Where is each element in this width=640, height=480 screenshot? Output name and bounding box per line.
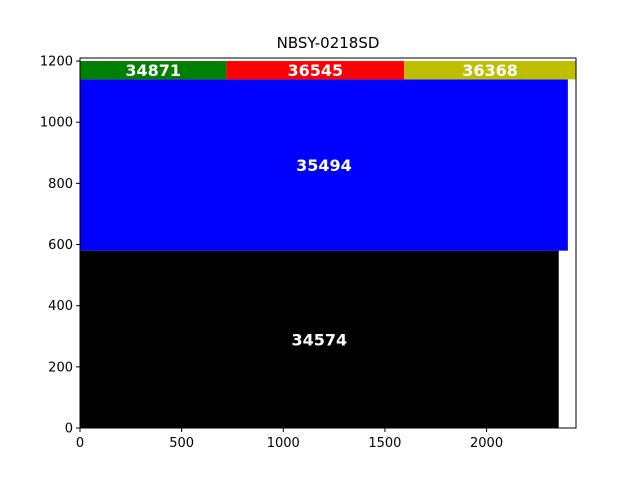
tile-label-36545: 36545 bbox=[287, 61, 343, 80]
tile-label-36368: 36368 bbox=[462, 61, 518, 80]
plot-frame bbox=[79, 57, 577, 429]
y-tick-label: 400 bbox=[48, 299, 73, 314]
x-tick-label: 500 bbox=[169, 436, 194, 451]
tile-label-35494: 35494 bbox=[296, 156, 352, 175]
y-tick-label: 800 bbox=[48, 177, 73, 192]
tile-label-34574: 34574 bbox=[292, 330, 348, 349]
tile-36368 bbox=[404, 61, 576, 80]
y-tick-label: 1000 bbox=[40, 116, 73, 131]
x-tick-label: 1000 bbox=[267, 436, 300, 451]
tile-34871 bbox=[80, 61, 227, 80]
x-tick-label: 2000 bbox=[470, 436, 503, 451]
y-tick-label: 600 bbox=[48, 238, 73, 253]
y-tick-label: 0 bbox=[65, 422, 73, 437]
y-tick-label: 200 bbox=[48, 360, 73, 375]
tiles-layer: 34574 35494 34871 36545 36368 bbox=[80, 61, 576, 428]
axes-layer: 0 500 1000 1500 2000 0 200 400 600 800 1000 1200 bbox=[40, 55, 577, 451]
tile-34574 bbox=[80, 250, 559, 428]
x-tick-label: 1500 bbox=[368, 436, 401, 451]
tile-label-34871: 34871 bbox=[125, 61, 181, 80]
tile-35494 bbox=[80, 79, 568, 251]
x-tick-label: 0 bbox=[76, 436, 84, 451]
tile-36545 bbox=[226, 61, 405, 80]
y-tick-label: 1200 bbox=[40, 55, 73, 70]
chart-title: NBSY-0218SD bbox=[277, 34, 380, 52]
